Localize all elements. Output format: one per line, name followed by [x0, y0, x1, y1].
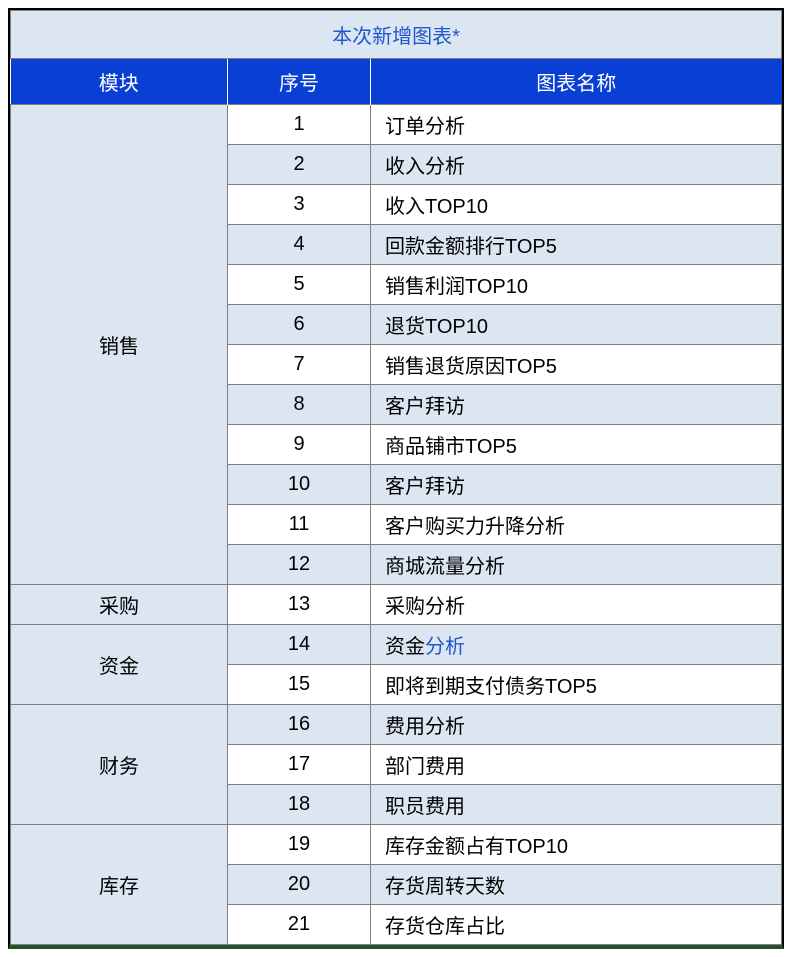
name-cell: 商品铺市TOP5	[371, 425, 782, 465]
name-text: 资金	[385, 636, 425, 658]
name-cell: 客户购买力升降分析	[371, 505, 782, 545]
name-cell: 客户拜访	[371, 385, 782, 425]
table-title-row: 本次新增图表*	[11, 11, 782, 59]
name-link[interactable]: 分析	[425, 636, 465, 658]
seq-cell: 6	[228, 305, 371, 345]
module-cell: 采购	[11, 585, 228, 625]
name-cell: 客户拜访	[371, 465, 782, 505]
table-header-row: 模块 序号 图表名称	[11, 59, 782, 105]
seq-cell: 9	[228, 425, 371, 465]
name-cell: 商城流量分析	[371, 545, 782, 585]
table-row: 销售1订单分析	[11, 105, 782, 145]
table-row: 库存19库存金额占有TOP10	[11, 825, 782, 865]
name-cell: 收入TOP10	[371, 185, 782, 225]
seq-cell: 7	[228, 345, 371, 385]
name-cell: 资金分析	[371, 625, 782, 665]
table-row: 资金 14资金分析	[11, 625, 782, 665]
seq-cell: 15	[228, 665, 371, 705]
table-row: 财务16费用分析	[11, 705, 782, 745]
seq-cell: 21	[228, 905, 371, 945]
seq-cell: 20	[228, 865, 371, 905]
module-cell: 资金	[11, 625, 228, 705]
header-seq: 序号	[228, 59, 371, 105]
seq-cell: 11	[228, 505, 371, 545]
name-cell: 收入分析	[371, 145, 782, 185]
seq-cell: 19	[228, 825, 371, 865]
name-cell: 采购分析	[371, 585, 782, 625]
seq-cell: 1	[228, 105, 371, 145]
module-cell: 库存	[11, 825, 228, 945]
data-table: 本次新增图表* 模块 序号 图表名称 销售1订单分析2收入分析3收入TOP104…	[10, 10, 782, 945]
name-cell: 存货周转天数	[371, 865, 782, 905]
name-cell: 职员费用	[371, 785, 782, 825]
seq-cell: 2	[228, 145, 371, 185]
seq-cell: 5	[228, 265, 371, 305]
seq-cell: 4	[228, 225, 371, 265]
name-cell: 销售利润TOP10	[371, 265, 782, 305]
seq-cell: 14	[228, 625, 371, 665]
name-cell: 订单分析	[371, 105, 782, 145]
seq-cell: 8	[228, 385, 371, 425]
name-cell: 即将到期支付债务TOP5	[371, 665, 782, 705]
header-name: 图表名称	[371, 59, 782, 105]
module-cell: 销售	[11, 105, 228, 585]
seq-cell: 10	[228, 465, 371, 505]
seq-cell: 16	[228, 705, 371, 745]
module-cell: 财务	[11, 705, 228, 825]
name-cell: 回款金额排行TOP5	[371, 225, 782, 265]
name-cell: 销售退货原因TOP5	[371, 345, 782, 385]
name-cell: 费用分析	[371, 705, 782, 745]
name-cell: 部门费用	[371, 745, 782, 785]
seq-cell: 18	[228, 785, 371, 825]
table-row: 采购13采购分析	[11, 585, 782, 625]
name-cell: 存货仓库占比	[371, 905, 782, 945]
header-module: 模块	[11, 59, 228, 105]
seq-cell: 3	[228, 185, 371, 225]
seq-cell: 17	[228, 745, 371, 785]
name-cell: 退货TOP10	[371, 305, 782, 345]
seq-cell: 12	[228, 545, 371, 585]
table-title: 本次新增图表*	[11, 11, 782, 59]
name-cell: 库存金额占有TOP10	[371, 825, 782, 865]
seq-cell: 13	[228, 585, 371, 625]
chart-table: 本次新增图表* 模块 序号 图表名称 销售1订单分析2收入分析3收入TOP104…	[8, 8, 784, 949]
